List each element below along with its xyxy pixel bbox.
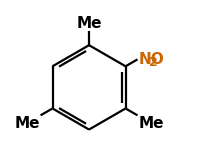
Text: Me: Me <box>76 16 102 31</box>
Text: Me: Me <box>138 116 164 131</box>
Text: Me: Me <box>14 116 40 131</box>
Text: 2: 2 <box>149 56 158 69</box>
Text: NO: NO <box>138 52 164 67</box>
